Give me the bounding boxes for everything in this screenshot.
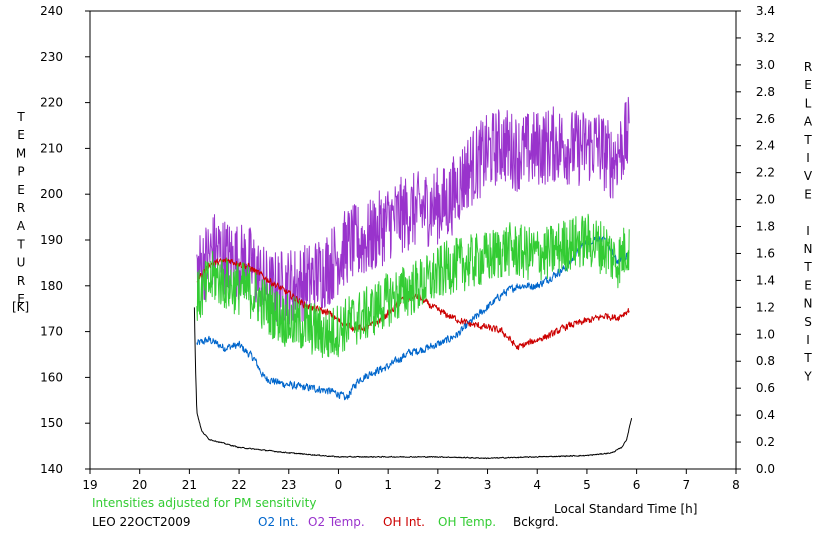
legend-entry: O2 Int. (258, 515, 299, 529)
y-left-tick-label: 190 (40, 233, 63, 247)
y-right-tick-label: 1.2 (756, 300, 775, 314)
x-tick-label: 0 (335, 478, 343, 492)
series-line (193, 307, 633, 460)
legend-entry: Bckgrd. (513, 515, 559, 529)
y-right-tick-label: 2.2 (756, 166, 775, 180)
x-axis-title: Local Standard Time [h] (554, 502, 697, 516)
axis-title-letter: A (17, 219, 26, 233)
axis-title-letter: E (804, 187, 812, 201)
x-tick-label: 5 (583, 478, 591, 492)
annotation-text: Intensities adjusted for PM sensitivity (92, 496, 316, 510)
axis-title-letter: P (17, 165, 24, 179)
y-right-tick-label: 1.4 (756, 273, 775, 287)
x-tick-label: 3 (484, 478, 492, 492)
axis-title-letter: T (803, 133, 812, 147)
x-tick-label: 21 (182, 478, 197, 492)
x-tick-label: 23 (281, 478, 296, 492)
x-tick-label: 8 (732, 478, 740, 492)
series-line (196, 213, 630, 358)
axis-title-letter: A (804, 115, 813, 129)
annotation-label: Intensities adjusted for PM sensitivity (92, 496, 317, 510)
axis-title-letter: T (16, 237, 25, 251)
y-left-tick-label: 210 (40, 141, 63, 155)
axis-title-letter: U (17, 256, 26, 270)
y-right-tick-label: 3.4 (756, 4, 775, 18)
series-layer (193, 96, 633, 460)
y-right-tick-label: 2.6 (756, 112, 775, 126)
axis-title-letter: S (804, 315, 812, 329)
x-tick-label: 6 (633, 478, 641, 492)
axis-title-letter: N (804, 242, 813, 256)
y-left-tick-label: 220 (40, 96, 63, 110)
y-left-tick-label: 180 (40, 279, 63, 293)
y-left-tick-label: 200 (40, 187, 63, 201)
axis-title-letter: L (805, 96, 812, 110)
axis-title-letter: I (806, 224, 810, 238)
y-right-tick-label: 2.4 (756, 139, 775, 153)
y-right-tick-label: 3.2 (756, 31, 775, 45)
y-right-tick-label: 1.8 (756, 220, 775, 234)
y-left-tick-label: 140 (40, 462, 63, 476)
axis-title-letter: T (16, 110, 25, 124)
y-right-tick-label: 0.4 (756, 408, 775, 422)
y-left-tick-label: 240 (40, 4, 63, 18)
y-right-tick-label: 0.6 (756, 381, 775, 395)
x-tick-label: 19 (82, 478, 97, 492)
x-tick-label: 2 (434, 478, 442, 492)
axis-layer: 19 20 21 22 23 0 1 2 3 4 5 6 7 8140150160170180190200… (40, 4, 775, 492)
x-tick-label: 22 (231, 478, 246, 492)
x-tick-label: 4 (533, 478, 541, 492)
axis-title-letter: E (17, 183, 25, 197)
axis-title-letter: T (803, 260, 812, 274)
y-right-tick-label: 0.0 (756, 462, 775, 476)
y-right-tick-label: 0.2 (756, 435, 775, 449)
axis-title-letter: E (17, 128, 25, 142)
x-tick-label: 7 (682, 478, 690, 492)
x-tick-label: 20 (132, 478, 147, 492)
axis-title-letter: V (804, 169, 813, 183)
y-right-tick-label: 1.6 (756, 246, 775, 260)
axis-title-letter: I (806, 151, 810, 165)
axis-title-letter: E (17, 292, 25, 306)
legend-entry: OH Temp. (438, 515, 497, 529)
axis-title-letter: R (17, 274, 25, 288)
axis-title-letter: T (803, 351, 812, 365)
axis-title-letter: M (16, 146, 26, 160)
y-left-tick-label: 230 (40, 50, 63, 64)
axis-title-letter: R (804, 60, 812, 74)
y-left-tick-label: 170 (40, 325, 63, 339)
series-line (196, 235, 630, 401)
axis-title-letter: N (804, 297, 813, 311)
y-right-tick-label: 1.0 (756, 327, 775, 341)
y-right-tick-label: 3.0 (756, 58, 775, 72)
y-right-tick-label: 2.8 (756, 85, 775, 99)
axis-title-letter: E (804, 78, 812, 92)
y-right-tick-label: 0.8 (756, 354, 775, 368)
legend-entry: OH Int. (383, 515, 425, 529)
axis-title-letter: I (806, 333, 810, 347)
axis-title-letter: R (17, 201, 25, 215)
station-date-label: LEO 22OCT2009 (92, 515, 191, 529)
axis-title-letter: E (804, 278, 812, 292)
y-left-unit-label: [K] (12, 300, 29, 314)
axis-title-letter: Y (803, 369, 812, 383)
legend-entry: O2 Temp. (308, 515, 365, 529)
y-right-tick-label: 2.0 (756, 193, 775, 207)
x-tick-label: 1 (384, 478, 392, 492)
y-left-tick-label: 150 (40, 416, 63, 430)
y-left-tick-label: 160 (40, 370, 63, 384)
